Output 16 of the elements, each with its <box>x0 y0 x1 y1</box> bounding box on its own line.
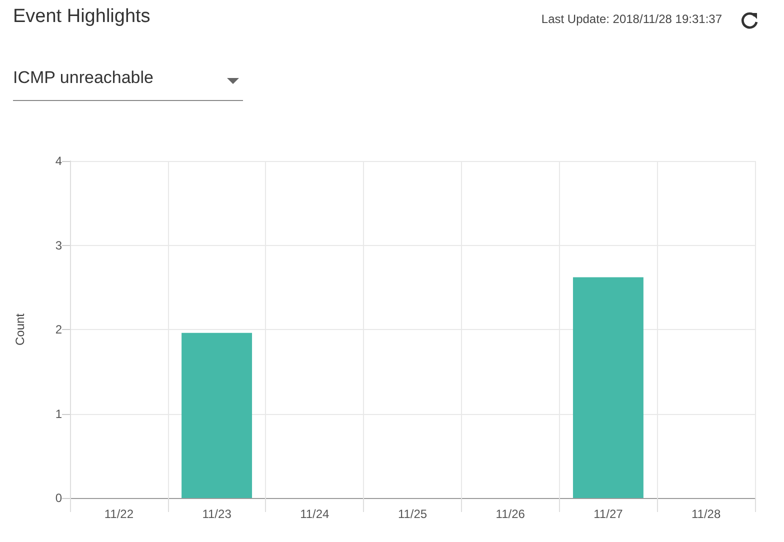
y-tick-label: 1 <box>55 406 62 421</box>
chart-title: Event Highlights <box>13 6 150 28</box>
x-tick-label: 11/23 <box>202 507 232 521</box>
y-tick-label: 2 <box>55 322 62 336</box>
x-tick-label: 11/24 <box>300 507 330 521</box>
text: Last Update: 2018/11/28 19:31:37 <box>541 12 722 26</box>
y-axis-title: Count <box>13 312 27 346</box>
x-tick-label: 11/27 <box>594 507 624 521</box>
x-tick-label: 11/26 <box>496 507 526 521</box>
x-tick-label: 11/22 <box>104 507 134 521</box>
x-tick-label: 11/28 <box>692 507 721 521</box>
y-tick-label: 3 <box>55 238 62 252</box>
x-tick-label: 11/25 <box>398 507 428 521</box>
y-tick-label: 0 <box>55 491 62 505</box>
y-tick-label: 4 <box>55 154 62 168</box>
chart-subtitle: ICMP unreachable <box>13 68 243 101</box>
